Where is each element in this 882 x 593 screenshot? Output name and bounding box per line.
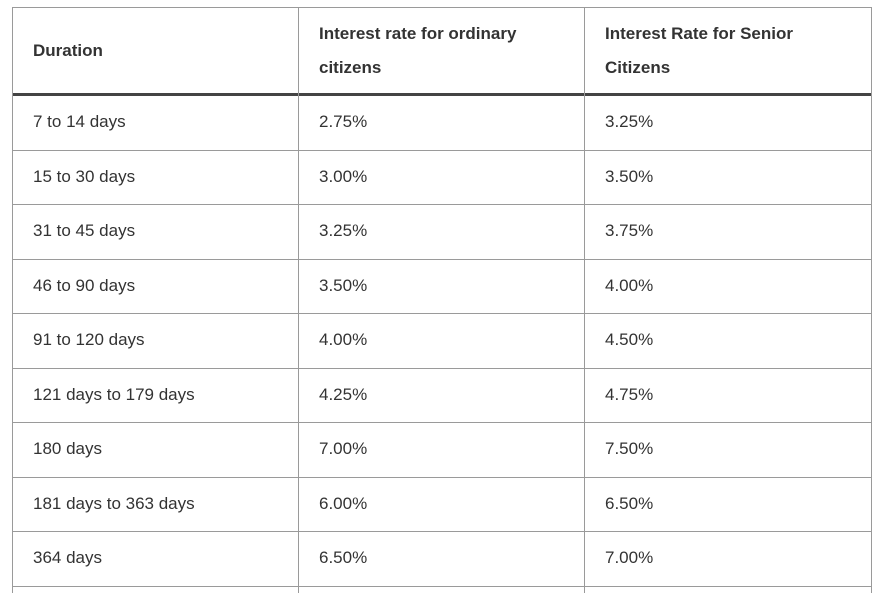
rate-cell: 7.00% — [605, 548, 654, 568]
row-rule — [12, 313, 871, 314]
column-rule — [12, 7, 13, 593]
rate-cell: 2.75% — [319, 112, 368, 132]
duration-cell: 181 days to 363 days — [33, 493, 195, 513]
duration-cell: 364 days — [33, 548, 102, 568]
duration-cell: 15 to 30 days — [33, 166, 136, 186]
rate-cell: 6.50% — [319, 548, 368, 568]
rate-cell: 7.00% — [319, 439, 368, 459]
column-rule — [584, 7, 585, 593]
rate-cell: 3.25% — [319, 221, 368, 241]
header-text: Interest rate for ordinary citizens — [319, 24, 517, 77]
duration-cell: 31 to 45 days — [33, 221, 136, 241]
rate-cell: 3.00% — [319, 166, 368, 186]
rate-cell: 4.00% — [605, 275, 654, 295]
column-rule — [871, 7, 872, 593]
rate-cell: 6.50% — [605, 493, 654, 513]
header-cell: Duration — [12, 7, 298, 95]
header-text: Duration — [33, 41, 103, 60]
table-border — [12, 7, 871, 8]
row-rule — [12, 149, 871, 151]
row-rule — [12, 422, 871, 423]
row-rule — [12, 204, 871, 205]
duration-cell: 180 days — [33, 439, 102, 459]
row-rule — [12, 531, 871, 532]
column-rule — [298, 7, 299, 593]
rate-cell: 4.25% — [319, 384, 368, 404]
row-rule — [12, 585, 871, 587]
rate-cell: 4.50% — [605, 330, 654, 350]
duration-cell: 7 to 14 days — [33, 112, 126, 132]
row-rule — [12, 367, 871, 369]
rate-cell: 3.75% — [605, 221, 654, 241]
duration-cell: 91 to 120 days — [33, 330, 145, 350]
header-cell: Interest rate for ordinary citizens — [298, 7, 584, 95]
row-rule — [12, 476, 871, 478]
rate-cell: 4.75% — [605, 384, 654, 404]
header-cell: Interest Rate for Senior Citizens — [584, 7, 871, 95]
rate-cell: 3.50% — [605, 166, 654, 186]
rate-cell: 6.00% — [319, 493, 368, 513]
row-rule — [12, 258, 871, 260]
header-text: Interest Rate for Senior Citizens — [605, 24, 793, 77]
duration-cell: 121 days to 179 days — [33, 384, 195, 404]
rate-cell: 3.50% — [319, 275, 368, 295]
duration-cell: 46 to 90 days — [33, 275, 136, 295]
rate-cell: 7.50% — [605, 439, 654, 459]
header-rule — [12, 93, 871, 96]
rate-cell: 3.25% — [605, 112, 654, 132]
rate-cell: 4.00% — [319, 330, 368, 350]
